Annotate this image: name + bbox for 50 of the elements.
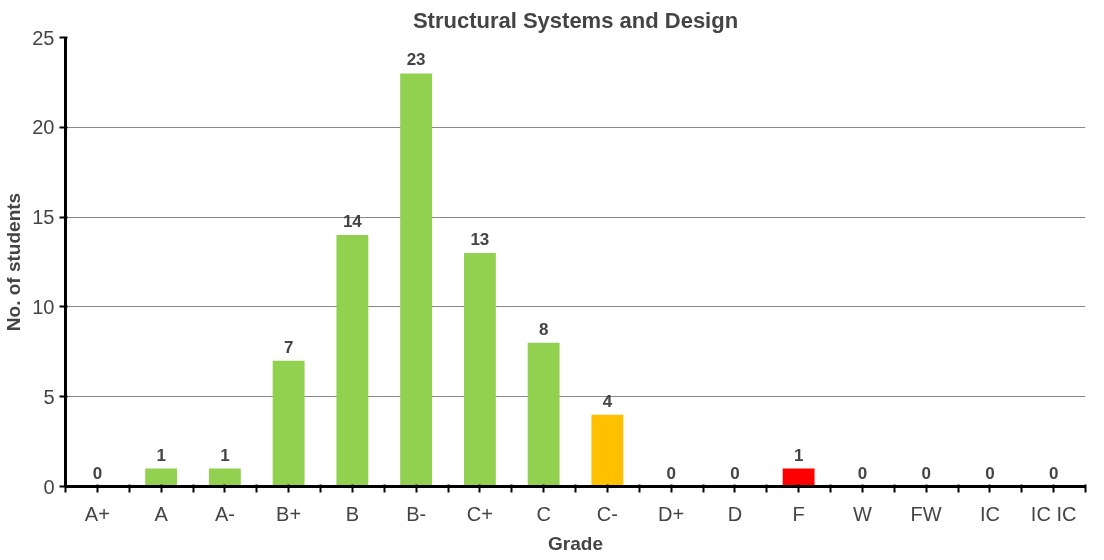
x-tick-label: C+: [466, 502, 493, 525]
bar: [527, 342, 560, 487]
data-label: 7: [283, 337, 294, 357]
bar: [336, 235, 369, 487]
data-label: 1: [156, 445, 166, 465]
y-tick-label: 25: [32, 26, 55, 49]
x-tick-label: B: [345, 502, 360, 525]
x-tick-label: A: [154, 502, 169, 525]
data-label: 0: [921, 463, 931, 483]
x-tick-label: D+: [658, 502, 685, 525]
x-tick-label: C: [536, 502, 551, 525]
bar: [145, 468, 178, 487]
x-tick-label: C-: [596, 502, 618, 525]
y-axis-title: No. of students: [3, 192, 25, 332]
x-tick-label: F: [792, 502, 805, 525]
data-label: 0: [730, 463, 740, 483]
bar: [463, 253, 496, 487]
data-label: 23: [406, 50, 426, 70]
bar: [591, 414, 624, 487]
data-label: 0: [1048, 463, 1059, 483]
y-tick-label: 15: [32, 206, 55, 229]
x-tick-label: B+: [276, 502, 302, 525]
x-tick-label: A-: [214, 502, 235, 525]
x-tick-label: W: [852, 502, 872, 525]
x-tick-label: A+: [84, 502, 110, 525]
data-label: 13: [470, 230, 490, 250]
x-tick-label: IC: [979, 502, 1000, 525]
data-label: 14: [342, 212, 363, 232]
data-label: 0: [92, 463, 103, 483]
bar: [782, 468, 815, 487]
data-label: 8: [538, 319, 549, 339]
data-label: 0: [857, 463, 868, 483]
data-label: 0: [666, 463, 676, 483]
x-tick-label: D: [727, 502, 743, 525]
x-tick-label: B-: [406, 502, 427, 525]
bar: [272, 360, 305, 487]
data-label: 1: [220, 445, 230, 465]
bar: [208, 468, 241, 487]
y-tick-label: 10: [32, 295, 55, 318]
data-label: 0: [985, 463, 995, 483]
x-tick-label: IC IC: [1030, 502, 1077, 525]
chart-title: Structural Systems and Design: [412, 7, 739, 33]
data-label: 1: [793, 445, 804, 465]
y-tick-label: 0: [43, 475, 55, 498]
x-tick-label: FW: [910, 502, 942, 525]
x-axis-title: Grade: [548, 532, 603, 554]
data-label: 4: [602, 391, 613, 411]
bar: [400, 73, 433, 487]
y-tick-label: 5: [43, 385, 55, 408]
y-tick-label: 20: [32, 116, 55, 139]
